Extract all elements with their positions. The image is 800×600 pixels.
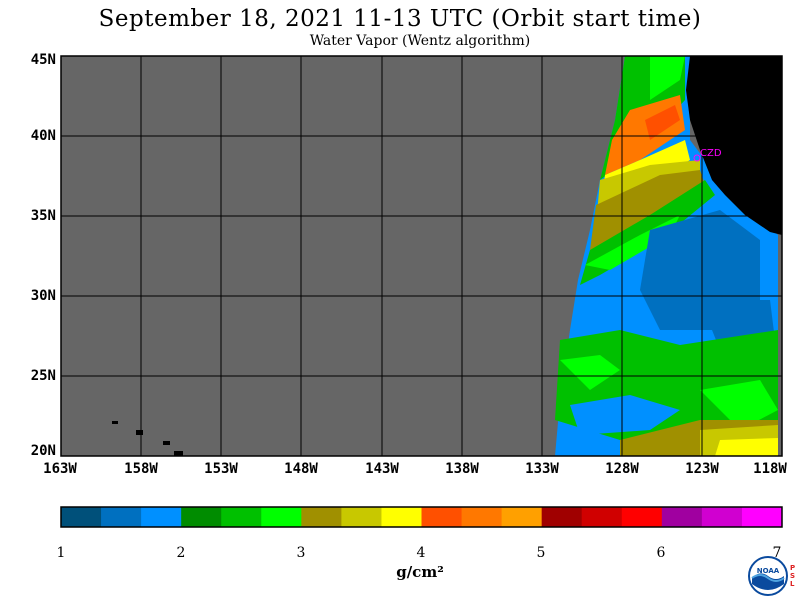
chart-title: September 18, 2021 11-13 UTC (Orbit star… <box>98 6 702 32</box>
lon-label-138w: 138W <box>445 461 479 477</box>
lat-label-45n: 45N <box>30 52 56 68</box>
land-mass <box>686 56 782 235</box>
colorbar-swatch <box>301 507 342 527</box>
colorbar-swatch <box>461 507 503 527</box>
lat-label-30n: 30N <box>30 288 56 304</box>
map-frame <box>60 55 783 457</box>
chart-subtitle: Water Vapor (Wentz algorithm) <box>309 33 531 49</box>
colorbar-swatch <box>741 507 783 527</box>
lon-label-143w: 143W <box>365 461 399 477</box>
colorbar-tick-3: 3 <box>296 545 306 561</box>
lon-label-128w: 128W <box>605 461 639 477</box>
colorbar-swatch <box>501 507 543 527</box>
colorbar-tick-2: 2 <box>176 545 186 561</box>
grid <box>61 56 782 456</box>
lon-label-118w: 118W <box>753 461 787 477</box>
lon-label-148w: 148W <box>284 461 318 477</box>
colorbar-frame <box>60 506 783 528</box>
lon-label-163w: 163W <box>43 461 77 477</box>
colorbar-units: g/cm² <box>396 563 444 581</box>
colorbar-tick-6: 6 <box>656 545 666 561</box>
data-swath <box>555 56 778 456</box>
colorbar-swatch <box>581 507 623 527</box>
colorbar-swatch <box>661 507 703 527</box>
colorbar-swatch <box>101 507 142 527</box>
station-label: CZD <box>700 148 722 159</box>
lon-label-123w: 123W <box>685 461 719 477</box>
colorbar-tick-4: 4 <box>416 545 426 561</box>
colorbar-swatch <box>621 507 663 527</box>
lon-label-153w: 153W <box>204 461 238 477</box>
lat-label-40n: 40N <box>30 128 56 144</box>
colorbar-swatch <box>381 507 422 527</box>
colorbar-swatch <box>221 507 262 527</box>
colorbar <box>61 507 783 527</box>
colorbar-swatch <box>541 507 583 527</box>
colorbar-swatch <box>61 507 102 527</box>
colorbar-tick-5: 5 <box>536 545 546 561</box>
lon-label-133w: 133W <box>525 461 559 477</box>
colorbar-swatch <box>421 507 463 527</box>
lat-label-25n: 25N <box>30 368 56 384</box>
noaa-logo-text: NOAA <box>757 567 780 575</box>
station-marker: CZD <box>693 148 722 162</box>
colorbar-swatch <box>701 507 743 527</box>
noaa-logo: NOAA <box>748 556 788 596</box>
colorbar-swatch <box>261 507 302 527</box>
colorbar-swatch <box>141 507 182 527</box>
colorbar-swatch <box>181 507 222 527</box>
lat-label-35n: 35N <box>30 208 56 224</box>
hawaiian-islands <box>112 421 183 456</box>
colorbar-swatch <box>341 507 382 527</box>
lon-label-158w: 158W <box>124 461 158 477</box>
colorbar-tick-7: 7 <box>772 545 782 561</box>
colorbar-tick-1: 1 <box>56 545 66 561</box>
lat-label-20n: 20N <box>30 443 56 459</box>
